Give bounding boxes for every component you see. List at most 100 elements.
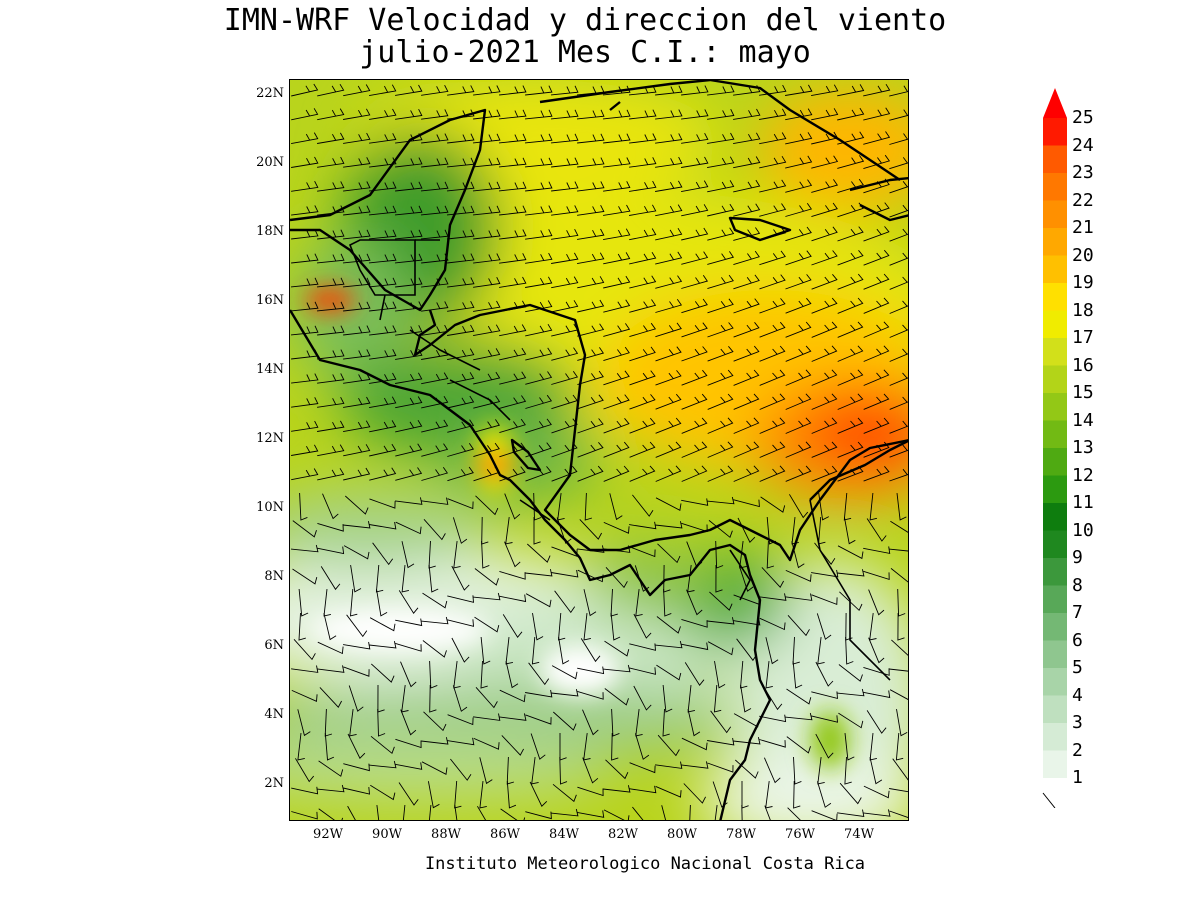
wind-barb xyxy=(369,349,397,360)
wind-barb xyxy=(372,542,394,566)
colorbar-box xyxy=(1043,310,1067,338)
wind-barb xyxy=(733,132,761,145)
wind-barb xyxy=(297,733,305,761)
lat-label-10n: 10N xyxy=(256,500,284,515)
wind-barb xyxy=(863,107,891,121)
wind-barb xyxy=(421,497,449,505)
wind-barb xyxy=(473,348,501,361)
wind-barb xyxy=(291,420,319,432)
wind-barb xyxy=(551,300,579,313)
wind-barb xyxy=(733,250,760,266)
wind-barb xyxy=(499,347,527,361)
wind-barb xyxy=(837,297,864,314)
wind-barb xyxy=(714,805,718,820)
wind-barb xyxy=(577,347,605,361)
wind-barb xyxy=(889,133,908,145)
wind-barb xyxy=(838,712,864,729)
wind-barb xyxy=(811,250,838,266)
wind-barb xyxy=(343,325,371,336)
wind-barb xyxy=(681,156,709,168)
wind-barb xyxy=(785,393,812,410)
wind-barb xyxy=(811,179,839,193)
wind-barb xyxy=(629,228,657,241)
wind-barb xyxy=(420,229,449,240)
wind-barb xyxy=(733,393,760,410)
wind-barb xyxy=(343,349,371,360)
wind-barb xyxy=(447,253,475,264)
wind-barb xyxy=(863,321,890,338)
wind-barb xyxy=(733,713,760,728)
wind-barb xyxy=(291,373,319,384)
wind-barb xyxy=(551,442,578,458)
wind-barb xyxy=(559,756,568,785)
wind-barb xyxy=(554,590,576,614)
wind-barb xyxy=(837,569,865,577)
wind-barb xyxy=(499,205,527,216)
wind-barb xyxy=(863,785,890,799)
wind-barb xyxy=(889,668,908,672)
wind-barb xyxy=(889,420,908,434)
colorbar-box xyxy=(1043,228,1067,256)
wind-barb xyxy=(395,467,423,481)
wind-barb xyxy=(577,545,605,553)
wind-barb xyxy=(343,84,371,97)
wind-barb xyxy=(343,372,371,384)
wind-barb xyxy=(733,203,761,217)
wind-barb xyxy=(681,417,708,434)
wind-barb xyxy=(551,569,579,578)
wind-barb xyxy=(395,277,423,288)
wind-barb xyxy=(759,714,787,723)
wind-barb xyxy=(863,249,890,266)
lat-label-4n: 4N xyxy=(264,707,284,722)
wind-barb xyxy=(446,157,475,168)
wind-barb xyxy=(552,783,577,803)
wind-barb xyxy=(473,253,501,264)
wind-barb xyxy=(888,548,908,552)
wind-barb xyxy=(817,637,825,665)
wind-barb xyxy=(707,641,734,656)
wind-barb xyxy=(368,205,397,216)
lat-label-2n: 2N xyxy=(264,776,284,791)
wind-barb xyxy=(342,277,371,288)
wind-barb xyxy=(761,567,784,588)
wind-barb xyxy=(318,760,344,777)
wind-barb xyxy=(369,521,397,530)
wind-barb xyxy=(291,444,319,456)
wind-barb xyxy=(603,252,631,265)
wind-barb xyxy=(889,204,908,218)
wind-barb xyxy=(684,662,705,686)
wind-barb xyxy=(481,540,490,569)
wind-barb xyxy=(629,521,657,530)
wind-barb xyxy=(502,614,523,638)
title-line-2: julio-2021 Mes C.I.: mayo xyxy=(359,35,811,70)
wind-barb xyxy=(533,517,541,545)
wind-barb xyxy=(868,589,885,616)
wind-barb xyxy=(843,492,852,521)
wind-barb xyxy=(760,496,786,513)
colorbar-box xyxy=(1043,695,1067,723)
wind-barb xyxy=(707,180,735,193)
wind-barb xyxy=(421,348,449,360)
wind-barb xyxy=(376,805,380,820)
colorbar-box xyxy=(1043,118,1067,146)
colorbar-label: 21 xyxy=(1072,217,1094,238)
wind-barb xyxy=(655,393,682,410)
wind-barb xyxy=(532,613,544,641)
wind-barb xyxy=(681,275,709,289)
wind-barb xyxy=(473,85,501,96)
wind-barb xyxy=(603,521,630,534)
wind-barb xyxy=(837,345,864,362)
colorbar-box xyxy=(1043,420,1067,448)
wind-barb xyxy=(733,465,760,482)
wind-barb xyxy=(525,371,553,385)
wind-barb xyxy=(889,228,908,242)
wind-barb xyxy=(398,590,419,614)
colorbar-label: 8 xyxy=(1072,574,1083,596)
wind-barb xyxy=(863,131,891,145)
wind-barb xyxy=(395,642,422,652)
wind-barb xyxy=(629,441,656,458)
wind-barb xyxy=(889,468,908,482)
colorbar-label: 14 xyxy=(1072,409,1094,431)
wind-barb xyxy=(577,810,605,818)
wind-barb xyxy=(741,804,743,820)
